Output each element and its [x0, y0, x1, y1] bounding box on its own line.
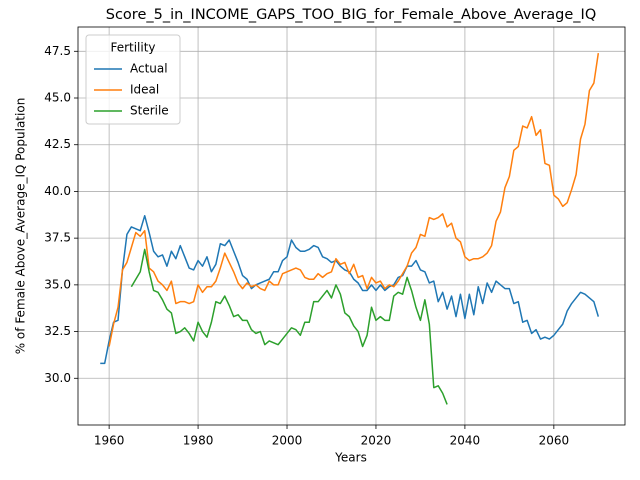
y-tick-label: 45.0 — [44, 91, 71, 105]
legend-box — [85, 34, 181, 125]
legend-label: Ideal — [130, 83, 159, 97]
legend: Fertility Actual Ideal Sterile — [85, 34, 181, 125]
chart-title: Score_5_in_INCOME_GAPS_TOO_BIG_for_Femal… — [106, 7, 596, 23]
y-axis-label: % of Female Above_Average_IQ Population — [14, 98, 28, 355]
y-tick-label: 40.0 — [44, 184, 71, 198]
axes-frame — [77, 26, 626, 426]
y-tick-label: 32.5 — [44, 324, 71, 338]
legend-title: Fertility — [110, 41, 155, 55]
x-tick-label: 2000 — [272, 434, 303, 448]
legend-label: Sterile — [130, 104, 169, 118]
y-tick-label: 47.5 — [44, 44, 71, 58]
x-tick-label: 1980 — [183, 434, 214, 448]
y-tick-label: 35.0 — [44, 277, 71, 291]
x-tick-label: 1960 — [94, 434, 125, 448]
x-tick-label: 2060 — [539, 434, 570, 448]
legend-label: Actual — [130, 62, 168, 76]
y-tick-label: 42.5 — [44, 137, 71, 151]
x-axis-label: Years — [334, 451, 367, 465]
series-line — [108, 53, 600, 347]
x-tick-label: 2020 — [361, 434, 392, 448]
y-tick-label: 37.5 — [44, 231, 71, 245]
series-line — [130, 248, 448, 405]
y-tick-label: 30.0 — [44, 371, 71, 385]
x-tick-label: 2040 — [450, 434, 481, 448]
